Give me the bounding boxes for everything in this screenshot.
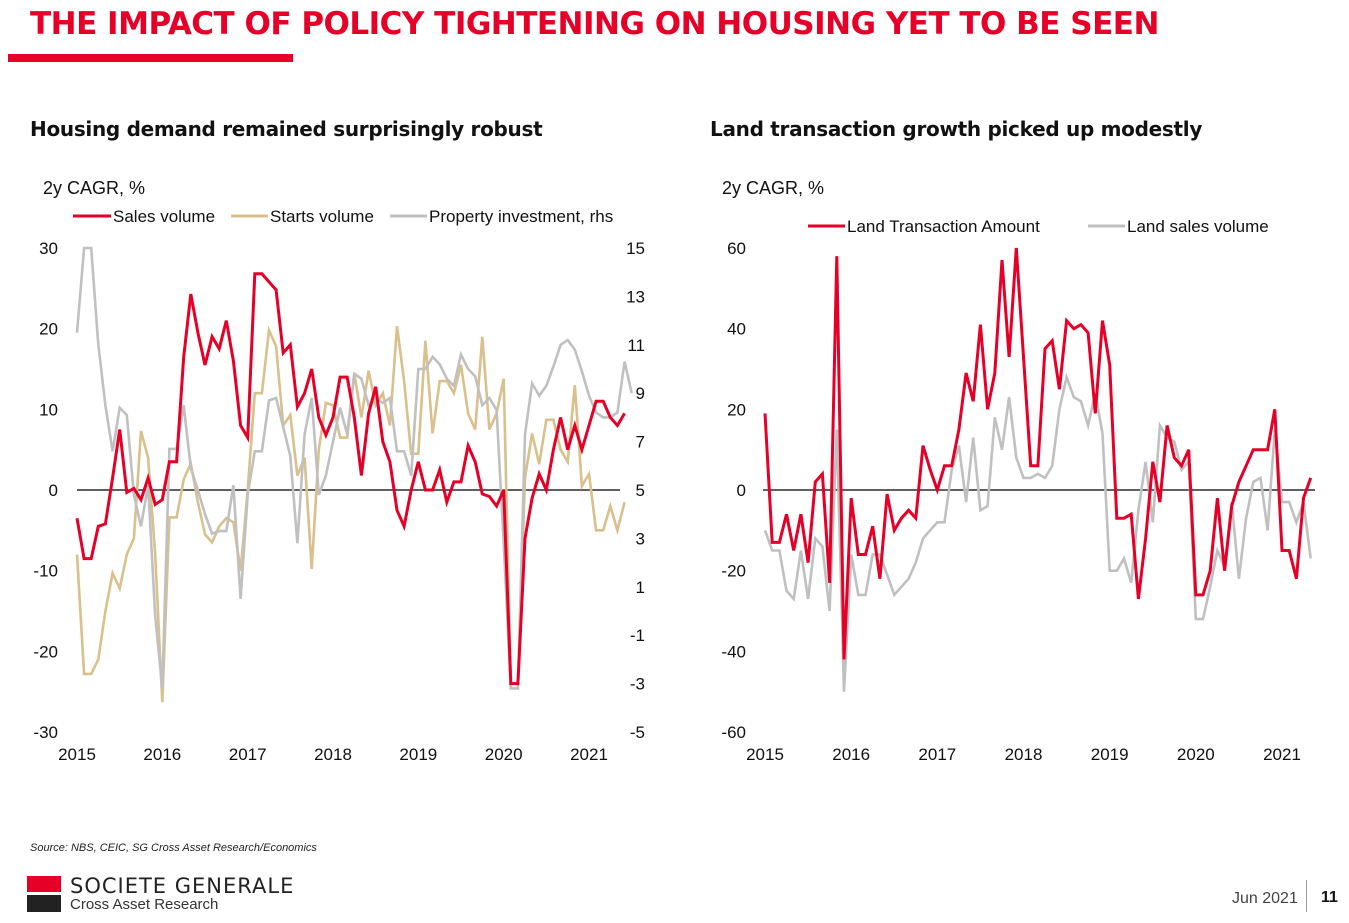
y2-tick-label: 11 [627, 336, 645, 355]
legend-label: Sales volume [113, 207, 215, 226]
societe-generale-logo-icon [27, 876, 61, 912]
x-tick-label: 2015 [746, 745, 784, 764]
x-tick-label: 2015 [58, 745, 96, 764]
x-tick-label: 2018 [314, 745, 352, 764]
y-tick-label: 40 [727, 320, 746, 339]
x-tick-label: 2017 [918, 745, 956, 764]
y-axis-label-chart-1: 2y CAGR, % [43, 178, 145, 198]
y-tick-label: -30 [33, 723, 58, 742]
brand-subtitle: Cross Asset Research [70, 896, 219, 913]
legend-label: Property investment, rhs [429, 207, 613, 226]
x-tick-label: 2019 [399, 745, 437, 764]
x-tick-label: 2019 [1091, 745, 1129, 764]
y-tick-label: -10 [33, 562, 58, 581]
y2-tick-label: -3 [630, 675, 645, 694]
source-note: Source: NBS, CEIC, SG Cross Asset Resear… [30, 842, 317, 854]
y2-tick-label: 15 [626, 239, 645, 258]
series-line-land-sales-volume [763, 372, 1312, 692]
legend-label: Land sales volume [1127, 217, 1269, 236]
page-number: 11 [1321, 889, 1338, 906]
x-tick-label: 2017 [229, 745, 267, 764]
y-tick-label: -40 [721, 642, 746, 661]
x-tick-label: 2018 [1005, 745, 1043, 764]
left-chart-title: Housing demand remained surprisingly rob… [30, 117, 543, 141]
title-underline [8, 54, 293, 62]
y-tick-label: -20 [721, 562, 746, 581]
brand-name: SOCIETE GENERALE [70, 874, 295, 898]
x-tick-label: 2016 [143, 745, 181, 764]
y-tick-label: -20 [33, 642, 58, 661]
legend-label: Land Transaction Amount [847, 217, 1040, 236]
y2-tick-label: 9 [636, 384, 645, 403]
x-tick-label: 2020 [485, 745, 523, 764]
y-tick-label: 20 [39, 320, 58, 339]
x-tick-label: 2016 [832, 745, 870, 764]
y-tick-label: 10 [39, 400, 58, 419]
y2-tick-label: 1 [636, 578, 645, 597]
y2-tick-label: 5 [636, 481, 645, 500]
report-date: Jun 2021 [1232, 890, 1298, 907]
y-axis-label-chart-2: 2y CAGR, % [722, 178, 824, 198]
right-chart-title: Land transaction growth picked up modest… [710, 117, 1203, 141]
series-line-land-transaction-amount [763, 247, 1313, 660]
footer-divider [1306, 880, 1307, 912]
y2-tick-label: 3 [636, 529, 645, 548]
y2-tick-label: -1 [630, 626, 645, 645]
legend-label: Starts volume [270, 207, 374, 226]
y2-tick-label: 7 [636, 433, 645, 452]
x-tick-label: 2021 [1263, 745, 1301, 764]
y-tick-label: 0 [737, 481, 746, 500]
y2-tick-label: 13 [626, 287, 645, 306]
y-tick-label: 60 [727, 239, 746, 258]
y-tick-label: 20 [727, 400, 746, 419]
y-tick-label: 0 [49, 481, 58, 500]
series-line-property-investment-rhs [75, 246, 633, 690]
series-line-sales-volume [75, 272, 626, 686]
x-tick-label: 2021 [570, 745, 608, 764]
page-title: THE IMPACT OF POLICY TIGHTENING ON HOUSI… [30, 6, 1159, 42]
x-tick-label: 2020 [1177, 745, 1215, 764]
y2-tick-label: -5 [630, 723, 645, 742]
y-tick-label: -60 [721, 723, 746, 742]
y-tick-label: 30 [39, 239, 58, 258]
